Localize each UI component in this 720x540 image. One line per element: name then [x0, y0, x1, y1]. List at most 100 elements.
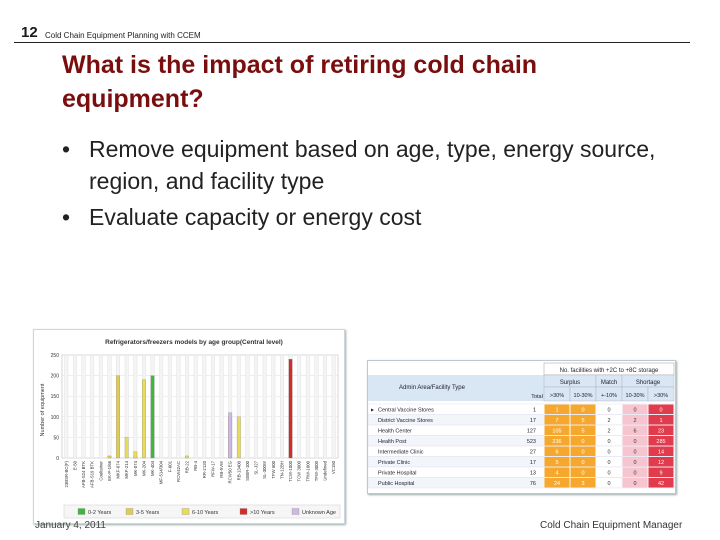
table-cell-value: 23: [658, 429, 664, 435]
chart-x-tick-label: AFB-S19 BTK: [90, 461, 95, 488]
chart-title: Refrigerators/freezers models by age gro…: [105, 339, 283, 346]
table-cell: [596, 415, 622, 425]
table-group-label: Shortage: [636, 380, 661, 386]
table-cell-value: 0: [633, 471, 636, 477]
table-col-header: +-10%: [601, 393, 617, 399]
chart-category-track: [193, 354, 198, 459]
chart-category-track: [176, 354, 181, 459]
age-group-chart: Refrigerators/freezers models by age gro…: [33, 329, 345, 524]
chart-category-track: [159, 354, 164, 459]
chart-x-tick-label: F-001: [167, 460, 172, 472]
chart-x-tick-label: TFW-3000: [314, 460, 319, 481]
table-cell-value: 0: [633, 450, 636, 456]
chart-x-tick-label: MKF-214: [124, 460, 129, 478]
chart-x-tick-label: 23BSR-BC(F): [64, 460, 69, 487]
table-cell: [570, 404, 596, 414]
table-row-name: Central Vaccine Stores: [378, 408, 434, 414]
chart-x-tick-label: VC150: [331, 460, 336, 474]
chart-x-tick-label: EK-P-1/66: [107, 460, 112, 480]
bullet-dot-icon: •: [62, 204, 71, 230]
table-col-header: >30%: [550, 393, 564, 399]
table-col-header: >30%: [654, 393, 668, 399]
table-header-band: [368, 375, 518, 401]
chart-x-tick-label: RCW50 EG: [228, 460, 233, 483]
table-cell: [570, 467, 596, 477]
table-cell: [570, 446, 596, 456]
table-row-total: 127: [527, 429, 536, 435]
table-cell-value: 0: [633, 460, 636, 466]
chart-x-tick-label: TN-12BH: [279, 461, 284, 479]
capacity-table: No. facilities with +2C to +8C storage Ad…: [367, 360, 676, 494]
chart-bar: [228, 412, 233, 459]
chart-legend-swatch: [239, 508, 248, 515]
table-cell-value: 285: [656, 439, 665, 445]
chart-legend-swatch: [291, 508, 300, 515]
table-cell-value: 2: [633, 418, 636, 424]
chart-x-tick-label: RR-2120: [202, 460, 207, 478]
table-cell: [544, 478, 570, 488]
chart-y-tick-label: 100: [51, 415, 60, 421]
chart-category-track: [90, 354, 95, 459]
table-cell-value: 0: [607, 439, 610, 445]
table-row-name: District Vaccine Stores: [378, 418, 433, 424]
capacity-table-svg: No. facilities with +2C to +8C storage Ad…: [367, 361, 676, 493]
table-cell: [544, 436, 570, 446]
chart-x-tick-label: Undefined: [323, 460, 328, 480]
table-cell-value: 0: [581, 450, 584, 456]
chart-bar: [142, 379, 146, 459]
bullet-dot-icon: •: [62, 136, 71, 162]
table-cell: [648, 415, 674, 425]
chart-category-track: [98, 354, 103, 459]
chart-y-axis-label: Number of equipment: [40, 383, 46, 436]
table-row-name: Intermediate Clinic: [378, 450, 424, 456]
table-col-header: 10-30%: [574, 393, 593, 399]
table-col-header: 10-30%: [626, 393, 645, 399]
table-cell: [596, 446, 622, 456]
table-cell: [622, 457, 648, 467]
chart-x-tick-label: MK-404: [150, 460, 155, 476]
chart-y-tick-label: 0: [56, 456, 59, 462]
slide-number: 12: [21, 24, 38, 41]
chart-category-track: [202, 354, 207, 459]
table-cell-value: 6: [633, 429, 636, 435]
chart-x-tick-label: TRW-1000: [305, 460, 310, 481]
table-cell: [544, 404, 570, 414]
table-cell: [544, 415, 570, 425]
table-row-name: Public Hospital: [378, 481, 414, 487]
chart-x-tick-label: AFB-S24 BTK: [81, 461, 86, 488]
table-cell: [622, 415, 648, 425]
chart-category-track: [323, 354, 327, 459]
table-cell: [622, 467, 648, 477]
age-group-chart-svg: Refrigerators/freezers models by age gro…: [40, 339, 341, 519]
chart-category-track: [262, 354, 267, 459]
chart-x-tick-label: RB-13400: [236, 460, 241, 480]
chart-category-track: [331, 354, 336, 459]
chart-category-track: [211, 354, 215, 459]
table-cell: [648, 436, 674, 446]
chart-x-tick-label: TCW-1000: [288, 460, 293, 481]
chart-category-track: [81, 354, 86, 459]
chart-category-track: [297, 354, 302, 459]
table-cell-value: 1: [555, 408, 558, 414]
bullet-text: Evaluate capacity or energy cost: [89, 204, 422, 230]
chart-category-track: [271, 354, 276, 459]
table-cell: [596, 404, 622, 414]
chart-y-tick-label: 50: [53, 435, 59, 441]
table-cell: [570, 436, 596, 446]
table-cell-value: 9: [659, 471, 662, 477]
chart-category-track: [314, 354, 319, 459]
table-total-header: Total: [531, 394, 543, 400]
chart-category-track: [133, 354, 138, 459]
bullet-list: • Remove equipment based on age, type, e…: [62, 133, 682, 233]
table-cell-value: 2: [607, 429, 610, 435]
chart-category-track: [73, 354, 77, 459]
table-cell-value: 7: [555, 418, 558, 424]
chart-legend-box: [63, 504, 341, 519]
chart-legend-label: 3-5 Years: [136, 510, 159, 516]
footer-date: January 4, 2011: [35, 520, 106, 531]
table-row-total: 17: [530, 418, 536, 424]
chart-x-tick-label: MF-514/304: [159, 460, 164, 484]
chart-bar: [116, 375, 120, 459]
table-cell: [544, 425, 570, 435]
table-cell-value: 0: [607, 481, 610, 487]
